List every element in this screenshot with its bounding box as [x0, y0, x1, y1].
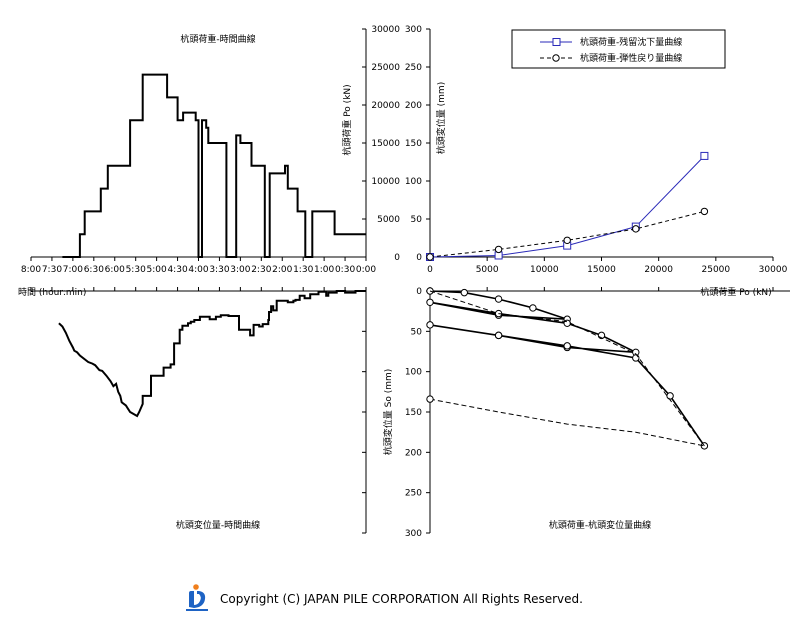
- x-tick-label: 6:00: [105, 265, 125, 275]
- x-tick-label: 4:30: [167, 265, 187, 275]
- y-tick-label: 150: [405, 139, 422, 149]
- x-tick-label: 30000: [759, 265, 788, 275]
- legend-frame: [511, 29, 726, 69]
- load-time-series-line: [62, 73, 366, 258]
- settlement-time-title: 杭頭変位量-時間曲線: [176, 519, 260, 531]
- logo-mark: [189, 591, 206, 608]
- load-time-title: 杭頭荷重-時間曲線: [180, 33, 255, 45]
- data-point-circle: [666, 392, 674, 400]
- x-tick-label: 5:00: [147, 265, 167, 275]
- y-tick-label: 200: [405, 101, 422, 111]
- data-point-circle: [494, 331, 503, 340]
- y-tick-label: 20000: [371, 101, 400, 111]
- logo-dot: [193, 584, 199, 590]
- settlement-time-chart: 杭頭変位量-時間曲線 時間 (hour:min): [18, 287, 367, 534]
- x-tick-label: 5:30: [126, 265, 146, 275]
- y-tick-label: 50: [411, 215, 423, 225]
- y-tick-label: 200: [405, 448, 422, 458]
- x-tick-label: 4:00: [188, 265, 208, 275]
- settlement-load-series-line: [429, 398, 705, 447]
- load-settlement-chart: 0 50 100 150 200 250 300 0 5000 10000 15000 20000 25…: [405, 25, 788, 298]
- y-axis-label: 杭頭変位量 (mm): [435, 82, 447, 154]
- x-tick-label: 3:00: [230, 265, 250, 275]
- load-settlement-series-line: [429, 210, 705, 258]
- x-tick-label: 1:00: [314, 265, 334, 275]
- y-tick-label: 10000: [371, 177, 400, 187]
- y-axis-label: 杭頭荷重 Po (kN): [341, 84, 353, 155]
- data-point-circle: [700, 207, 709, 216]
- y-tick-label: 0: [394, 253, 400, 263]
- data-point-circle: [426, 395, 434, 403]
- settlement-time-plot: 時間 (hour:min): [18, 287, 367, 534]
- x-axis-label: 時間 (hour:min): [18, 287, 86, 298]
- y-tick-label: 25000: [371, 63, 400, 73]
- y-tick-label: 0: [416, 253, 422, 263]
- legend-marker-circle: [552, 54, 560, 62]
- data-point-circle: [426, 298, 434, 306]
- y-tick-label: 5000: [377, 215, 400, 225]
- legend-label-settlement: 杭頭荷重-残留沈下量曲線: [580, 36, 682, 48]
- data-point-circle: [632, 354, 640, 362]
- x-tick-label: 10000: [530, 265, 559, 275]
- x-tick-label: 7:30: [42, 265, 62, 275]
- x-tick-label: 6:30: [84, 265, 104, 275]
- data-point-square: [700, 151, 709, 160]
- y-tick-label: 300: [405, 529, 422, 539]
- x-tick-label: 15000: [587, 265, 616, 275]
- data-point-circle: [426, 253, 434, 261]
- y-tick-label: 250: [405, 63, 422, 73]
- y-tick-label: 30000: [371, 25, 400, 35]
- logo-underline: [186, 609, 208, 611]
- x-tick-label: 20000: [644, 265, 673, 275]
- legend-marker-square: [552, 38, 561, 46]
- y-tick-label: 0: [416, 287, 422, 297]
- x-tick-label: 7:00: [63, 265, 83, 275]
- settlement-load-series-line: [429, 290, 705, 447]
- y-axis-label: 杭頭変位量 So (mm): [382, 369, 394, 456]
- x-tick-label: 0:00: [356, 265, 376, 275]
- data-point-circle: [563, 342, 571, 350]
- data-point-circle: [426, 321, 434, 329]
- x-tick-label: 0: [427, 265, 433, 275]
- y-tick-label: 300: [405, 25, 422, 35]
- copyright-text: Copyright (C) JAPAN PILE CORPORATION All…: [220, 592, 583, 606]
- legend: 杭頭荷重-残留沈下量曲線 杭頭荷重-弾性戻り量曲線: [511, 29, 726, 69]
- settlement-load-plot: 0 50 100 150 200 250 300 杭頭変位量 So (mm): [382, 287, 790, 539]
- data-point-circle: [460, 288, 468, 297]
- x-tick-label: 5000: [476, 265, 499, 275]
- x-tick-label: 1:30: [293, 265, 313, 275]
- data-point-circle: [563, 236, 571, 244]
- y-tick-label: 50: [411, 327, 423, 337]
- data-point-circle: [494, 295, 503, 303]
- settlement-load-chart: 杭頭荷重-杭頭変位量曲線 0 50 100 150 200 250 300 杭頭変位量 So …: [382, 287, 790, 539]
- x-tick-label: 0:30: [335, 265, 355, 275]
- x-tick-label: 8:00: [21, 265, 41, 275]
- settlement-load-series-line: [429, 290, 706, 447]
- settlement-load-title: 杭頭荷重-杭頭変位量曲線: [549, 519, 651, 531]
- y-tick-label: 250: [405, 489, 422, 499]
- y-tick-label: 100: [405, 177, 422, 187]
- x-tick-label: 2:00: [272, 265, 292, 275]
- load-settlement-plot: 0 50 100 150 200 250 300 0 5000 10000 15000 20000 25…: [405, 25, 788, 298]
- load-time-plot: 0500010000150002000025000300000:000:301:…: [21, 25, 400, 275]
- y-tick-label: 100: [405, 368, 422, 378]
- x-tick-label: 25000: [702, 265, 731, 275]
- y-tick-label: 150: [405, 408, 422, 418]
- x-tick-label: 3:30: [209, 265, 229, 275]
- x-axis-label: 杭頭荷重 Po (kN): [700, 286, 771, 298]
- data-point-circle: [632, 225, 640, 233]
- data-point-circle: [494, 245, 503, 254]
- y-tick-label: 15000: [371, 139, 400, 149]
- settlement-time-series-line: [58, 290, 366, 418]
- company-logo: [186, 584, 208, 611]
- x-tick-label: 2:30: [251, 265, 271, 275]
- legend-label-rebound: 杭頭荷重-弾性戻り量曲線: [580, 52, 682, 64]
- load-time-chart: 杭頭荷重-時間曲線 0 5000 10000 15000 20000 25000 30000…: [21, 25, 400, 275]
- data-point-circle: [529, 304, 537, 312]
